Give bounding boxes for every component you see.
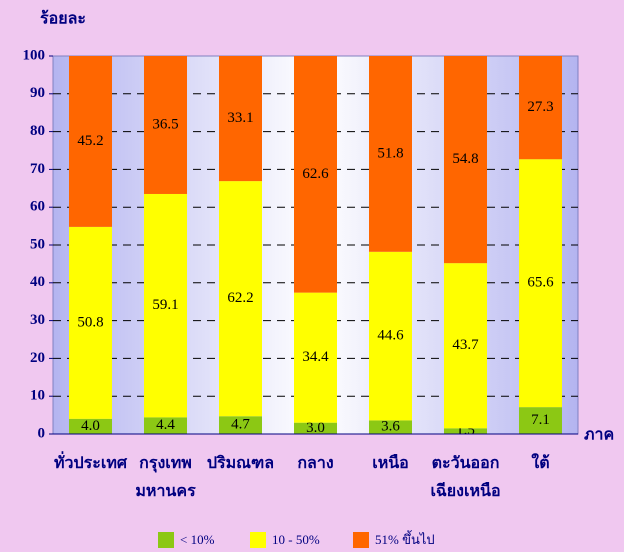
bar-segment xyxy=(294,292,337,423)
x-tick-label: ตะวันออก เฉียงเหนือ xyxy=(430,455,501,500)
bar-segment xyxy=(444,56,487,264)
bar-segment xyxy=(219,416,262,434)
x-axis-label: ภาค xyxy=(584,427,614,444)
x-tick-label: กลาง xyxy=(297,455,334,472)
y-tick-label: 100 xyxy=(23,47,46,63)
value-label: 59.1 xyxy=(152,297,178,313)
y-tick-label: 20 xyxy=(30,350,45,366)
y-tick-label: 30 xyxy=(30,312,45,328)
value-label: 44.6 xyxy=(377,328,404,344)
bar-segment xyxy=(69,56,112,227)
value-label: 36.5 xyxy=(152,116,178,132)
legend-label: < 10% xyxy=(180,532,215,547)
value-label: 62.6 xyxy=(302,166,329,182)
value-label: 51.8 xyxy=(377,145,403,161)
bar-segment xyxy=(69,418,112,434)
bar-segment xyxy=(444,263,487,429)
legend-swatch xyxy=(353,532,369,548)
x-tick-label: ปริมณฑล xyxy=(206,455,275,472)
bar-segment xyxy=(294,422,337,434)
y-tick-label: 60 xyxy=(30,199,45,215)
value-label: 50.8 xyxy=(77,314,103,330)
value-label: 27.3 xyxy=(527,99,553,115)
legend-swatch xyxy=(250,532,266,548)
x-tick-label: ใต้ xyxy=(531,455,550,472)
value-label: 3.0 xyxy=(306,420,325,436)
value-label: 4.0 xyxy=(81,418,100,434)
bar-segment xyxy=(519,407,562,434)
value-label: 3.6 xyxy=(381,419,400,435)
x-tick-label: กรุงเทพ มหานคร xyxy=(135,455,196,500)
y-tick-label: 40 xyxy=(30,274,45,290)
value-label: 33.1 xyxy=(227,110,253,126)
value-label: 65.6 xyxy=(527,275,554,291)
value-label: 62.2 xyxy=(227,290,253,306)
bar-segment xyxy=(144,417,187,434)
y-tick-label: 10 xyxy=(30,388,45,404)
value-label: 34.4 xyxy=(302,349,329,365)
bar-segment xyxy=(219,181,262,417)
bar-segment xyxy=(144,56,187,194)
y-tick-label: 90 xyxy=(30,85,45,101)
bar-segment xyxy=(219,56,262,182)
y-tick-label: 70 xyxy=(30,161,45,177)
value-label: 7.1 xyxy=(531,412,550,428)
y-tick-label: 50 xyxy=(30,236,45,252)
bar-segment xyxy=(444,428,487,434)
bar-segment xyxy=(144,193,187,418)
y-tick-label: 0 xyxy=(38,425,46,441)
bar-segment xyxy=(69,226,112,419)
value-label: 4.4 xyxy=(156,417,175,433)
bar-segment xyxy=(369,420,412,434)
bar-segment xyxy=(294,56,337,293)
value-label: 43.7 xyxy=(452,337,479,353)
y-axis-label: ร้อยละ xyxy=(40,10,86,28)
legend-label: 51% ขึ้นไป xyxy=(375,530,435,547)
value-label: 4.7 xyxy=(231,417,250,433)
bar-segment xyxy=(369,251,412,421)
bar-segment xyxy=(519,56,562,160)
legend-label: 10 - 50% xyxy=(272,532,320,547)
value-label: 45.2 xyxy=(77,133,103,149)
x-tick-label: ทั่วประเทศ xyxy=(53,455,128,472)
bar-segment xyxy=(519,159,562,408)
y-tick-label: 80 xyxy=(30,123,45,139)
value-label: 54.8 xyxy=(452,151,478,167)
x-tick-label: เหนือ xyxy=(372,455,409,472)
bar-segment xyxy=(369,56,412,252)
legend-swatch xyxy=(158,532,174,548)
